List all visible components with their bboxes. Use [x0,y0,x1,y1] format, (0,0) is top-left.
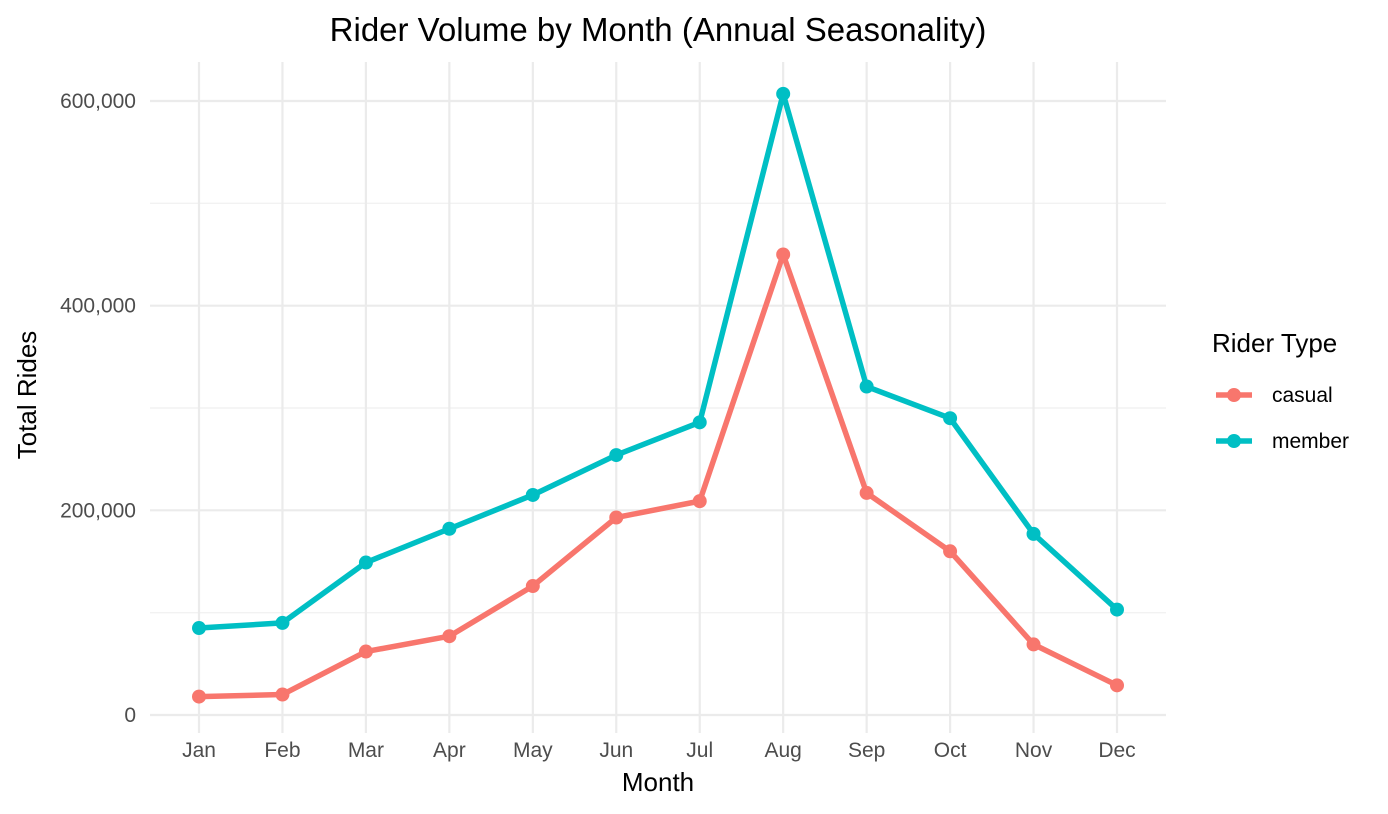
legend-item-casual: casual [1216,384,1333,407]
data-point-member [609,448,624,463]
x-tick-label: Nov [1015,739,1053,762]
data-point-member [358,555,373,570]
data-point-member [943,411,958,426]
data-point-member [525,487,540,502]
x-tick-label: Aug [764,739,801,762]
series-line-member [198,91,1119,631]
series-layer [192,86,1124,704]
axes: 0 200,000 400,000 600,000 Jan Feb Mar Apr May Ju… [60,90,1136,762]
x-tick-label: Dec [1098,739,1135,762]
x-tick-label: May [513,739,553,762]
x-axis-title: Month [622,767,694,797]
x-tick-label: Mar [348,739,384,762]
series-casual [192,247,1124,704]
data-point-casual [192,689,206,704]
x-tick-label: Feb [264,739,300,762]
legend-label: member [1272,430,1349,453]
y-tick-label: 0 [124,704,136,727]
legend: Rider Type casual member [1212,328,1349,453]
y-tick-label: 600,000 [60,90,136,113]
data-point-member [442,521,457,536]
chart-title: Rider Volume by Month (Annual Seasonalit… [330,11,987,48]
data-point-member [1110,602,1124,617]
legend-label: casual [1272,384,1333,407]
x-tick-label: Sep [848,739,885,762]
data-point-member [192,621,206,636]
data-point-casual [1026,637,1041,652]
grid [150,62,1166,733]
data-point-casual [275,687,290,702]
data-point-casual [358,644,373,659]
data-point-casual [609,510,624,525]
series-line-casual [198,251,1119,700]
data-point-casual [859,485,874,500]
y-axis-title: Total Rides [12,331,42,460]
data-point-member [776,86,791,101]
legend-items: casual member [1216,384,1349,453]
x-tick-label: Jan [182,739,216,762]
data-point-member [692,415,707,430]
x-tick-label: Apr [433,739,466,762]
series-member [192,86,1124,636]
legend-title: Rider Type [1212,328,1337,358]
data-point-casual [776,247,791,262]
x-axis-ticks: Jan Feb Mar Apr May Jun Jul Aug Sep Oct Nov Dec [182,739,1136,762]
data-point-member [1026,526,1041,541]
y-tick-label: 200,000 [60,499,136,522]
data-point-member [859,379,874,394]
data-point-casual [525,579,540,594]
data-point-casual [1110,678,1124,693]
data-point-casual [943,544,958,559]
data-point-casual [692,494,707,509]
y-tick-label: 400,000 [60,295,136,318]
legend-key-point [1227,388,1241,402]
x-tick-label: Jul [686,739,713,762]
data-point-casual [442,629,457,644]
data-point-member [275,615,290,630]
y-axis-ticks: 0 200,000 400,000 600,000 [60,90,136,727]
x-tick-label: Jun [599,739,633,762]
legend-key-point [1227,434,1241,448]
legend-item-member: member [1216,430,1349,453]
x-tick-label: Oct [934,739,967,762]
